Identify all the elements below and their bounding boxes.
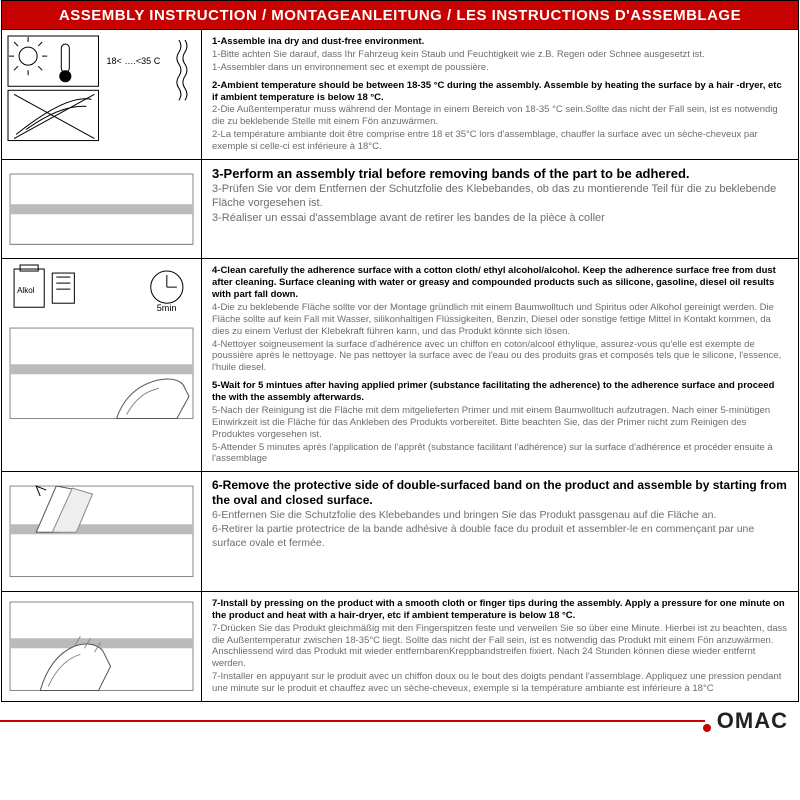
clean-icons-top: Alkol 5min (6, 263, 197, 313)
step-4: 4-Clean carefully the adherence surface … (212, 265, 788, 374)
step-7-sub-de: 7-Drücken Sie das Produkt gleichmäßig mi… (212, 623, 788, 671)
step-3-sub-fr: 3-Réaliser un essai d'assemblage avant d… (212, 212, 788, 226)
step-5-head: 5-Wait for 5 mintues after having applie… (212, 380, 788, 404)
step-7: 7-Install by pressing on the product wit… (212, 598, 788, 695)
header-title: ASSEMBLY INSTRUCTION / MONTAGEANLEITUNG … (2, 1, 798, 30)
brand-logo: OMAC (711, 708, 788, 734)
step-2: 2-Ambient temperature should be between … (212, 80, 788, 153)
row-3: Alkol 5min 4-Clean carefully the adheren… (2, 259, 798, 472)
logo-dot-icon (703, 724, 711, 732)
step-2-sub-de: 2-Die Außentemperatur muss während der M… (212, 104, 788, 128)
illustration-2 (2, 160, 202, 258)
clean-icon-hand (6, 318, 197, 429)
step-2-sub-fr: 2-La température ambiante doit être comp… (212, 129, 788, 153)
row-1: 18< ….<35 C 1-Assemble ina dry and dust-… (2, 30, 798, 160)
step-1-head: 1-Assemble ina dry and dust-free environ… (212, 36, 788, 48)
step-7-sub-fr: 7-Installer en appuyant sur le produit a… (212, 671, 788, 695)
row-2: 3-Perform an assembly trial before remov… (2, 160, 798, 259)
row-4: 6-Remove the protective side of double-s… (2, 472, 798, 592)
footer: OMAC (0, 702, 800, 738)
text-2: 3-Perform an assembly trial before remov… (202, 160, 798, 258)
step-3-head: 3-Perform an assembly trial before remov… (212, 166, 788, 182)
step-5: 5-Wait for 5 mintues after having applie… (212, 380, 788, 465)
fivemin-label: 5min (157, 304, 177, 314)
step-3-sub-de: 3-Prüfen Sie vor dem Entfernen der Schut… (212, 183, 788, 211)
temp-range-label: 18< ….<35 C (107, 56, 161, 66)
step-5-sub-de: 5-Nach der Reinigung ist die Fläche mit … (212, 405, 788, 441)
press-icon (6, 596, 197, 697)
step-6-head: 6-Remove the protective side of double-s… (212, 478, 788, 508)
step-4-head: 4-Clean carefully the adherence surface … (212, 265, 788, 301)
step-2-head: 2-Ambient temperature should be between … (212, 80, 788, 104)
peel-icon (6, 476, 197, 587)
text-3: 4-Clean carefully the adherence surface … (202, 259, 798, 471)
step-1-sub-de: 1-Bitte achten Sie darauf, dass Ihr Fahr… (212, 49, 788, 61)
step-1: 1-Assemble ina dry and dust-free environ… (212, 36, 788, 74)
step-5-sub-fr: 5-Attender 5 minutes après l'application… (212, 442, 788, 466)
alkol-label: Alkol (17, 286, 35, 295)
text-1: 1-Assemble ina dry and dust-free environ… (202, 30, 798, 159)
illustration-5 (2, 592, 202, 701)
step-6-sub-fr: 6-Retirer la partie protectrice de la ba… (212, 523, 788, 549)
row-5: 7-Install by pressing on the product wit… (2, 592, 798, 701)
step-4-sub-fr: 4-Nettoyer soigneusement la surface d'ad… (212, 339, 788, 375)
step-6: 6-Remove the protective side of double-s… (212, 478, 788, 549)
illustration-1: 18< ….<35 C (2, 30, 202, 159)
instruction-sheet: ASSEMBLY INSTRUCTION / MONTAGEANLEITUNG … (1, 0, 799, 702)
step-4-sub-de: 4-Die zu beklebende Fläche sollte vor de… (212, 302, 788, 338)
trial-icon (6, 164, 197, 254)
step-6-sub-de: 6-Entfernen Sie die Schutzfolie des Kleb… (212, 509, 788, 522)
step-7-head: 7-Install by pressing on the product wit… (212, 598, 788, 622)
env-icons: 18< ….<35 C (6, 34, 197, 145)
illustration-4 (2, 472, 202, 591)
step-3: 3-Perform an assembly trial before remov… (212, 166, 788, 226)
illustration-3: Alkol 5min (2, 259, 202, 471)
step-1-sub-fr: 1-Assembler dans un environnement sec et… (212, 62, 788, 74)
footer-accent-bar (0, 720, 705, 722)
text-4: 6-Remove the protective side of double-s… (202, 472, 798, 591)
text-5: 7-Install by pressing on the product wit… (202, 592, 798, 701)
logo-text: OMAC (717, 708, 788, 733)
